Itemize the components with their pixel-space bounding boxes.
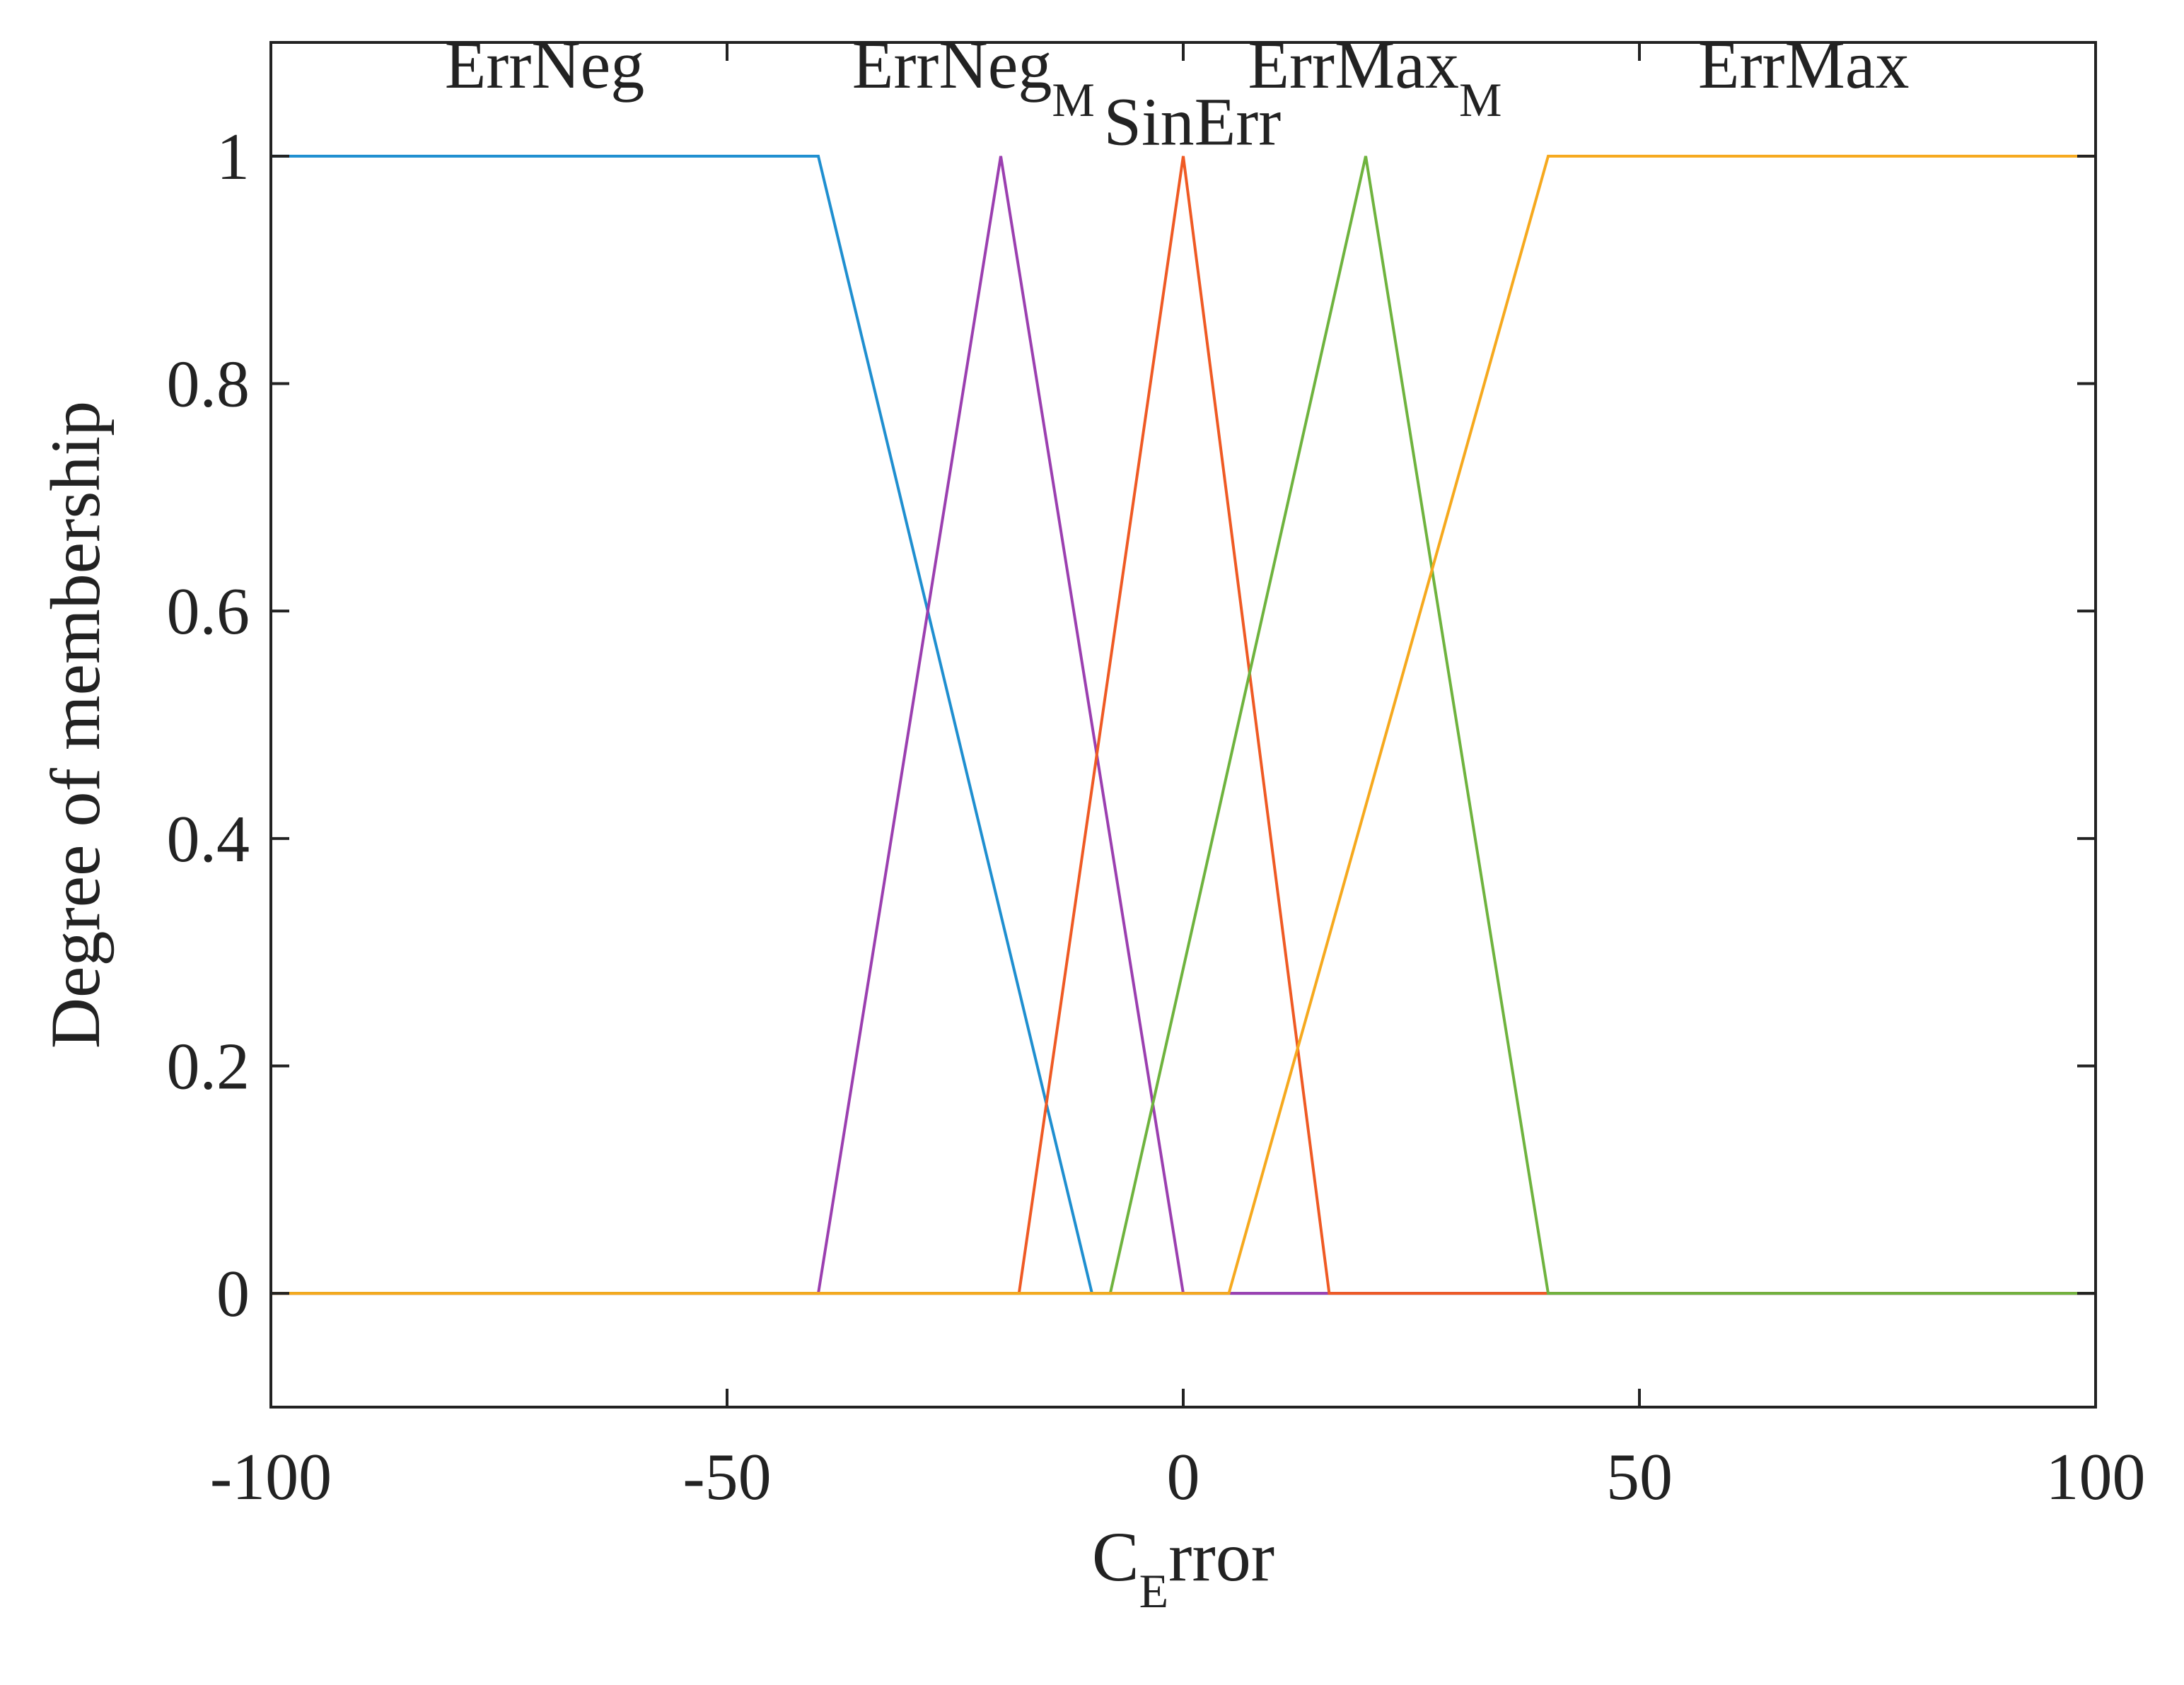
series-label-main: ErrMax bbox=[1248, 27, 1459, 103]
y-tick-label: 0.2 bbox=[167, 1030, 250, 1104]
series-label-subscript: M bbox=[1052, 73, 1094, 127]
series-line-errneg bbox=[271, 154, 2096, 1295]
x-tick-label: 100 bbox=[2046, 1440, 2146, 1514]
y-tick-label: 0 bbox=[216, 1257, 250, 1331]
x-tick-label: -100 bbox=[210, 1440, 332, 1514]
series-label-errmax: ErrMax bbox=[1698, 27, 1910, 103]
series-line-errmax bbox=[271, 154, 2096, 1295]
series-label-errmax-m: ErrMaxM bbox=[1248, 27, 1502, 127]
series-label-errneg-m: ErrNegM bbox=[852, 27, 1095, 127]
x-tick-label: -50 bbox=[682, 1440, 771, 1514]
x-tick-label: 50 bbox=[1606, 1440, 1673, 1514]
y-tick-label: 0.6 bbox=[167, 575, 250, 648]
series-line-errmax-m bbox=[271, 156, 2096, 1295]
series-label-main: ErrMax bbox=[1698, 27, 1910, 103]
y-tick-label: 0.8 bbox=[167, 348, 250, 421]
x-axis-label-subscript: E bbox=[1139, 1564, 1169, 1618]
series-label-main: ErrNeg bbox=[445, 27, 645, 103]
tick-layer: -100 -50 0 50 100 0 0.2 0.4 0.6 0.8 1 bbox=[167, 42, 2146, 1514]
x-tick-label: 0 bbox=[1167, 1440, 1200, 1514]
y-tick-label: 1 bbox=[216, 120, 250, 194]
series-label-main: SinErr bbox=[1104, 84, 1282, 160]
y-tick-label: 0.4 bbox=[167, 803, 250, 876]
x-axis-label: CError bbox=[1092, 1517, 1274, 1618]
series-line-sinerr bbox=[271, 156, 2096, 1295]
x-axis-label-suffix: rror bbox=[1168, 1517, 1274, 1596]
series-label-main: ErrNeg bbox=[852, 27, 1052, 103]
series-line-errneg-m bbox=[271, 156, 2096, 1295]
series-label-errneg: ErrNeg bbox=[445, 27, 645, 103]
plot-frame bbox=[269, 41, 2097, 1409]
series-layer bbox=[271, 154, 2096, 1295]
x-axis-label-main: C bbox=[1092, 1517, 1139, 1596]
series-label-sinerr: SinErr bbox=[1104, 84, 1282, 160]
y-axis-label: Degree of membership bbox=[36, 401, 115, 1049]
series-label-subscript: M bbox=[1459, 73, 1502, 127]
